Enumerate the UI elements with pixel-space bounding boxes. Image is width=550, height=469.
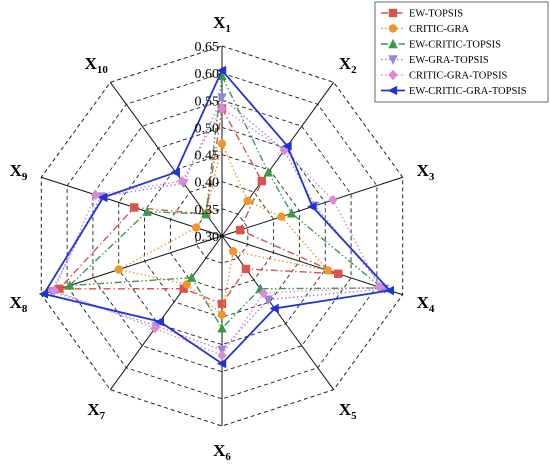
radial-tick-labels: 0.30 0.35 0.40 0.45 0.50 0.55 0.60 0.65 — [195, 40, 220, 245]
data-point — [130, 203, 139, 212]
data-point — [217, 299, 227, 309]
tick-label: 0.60 — [195, 67, 220, 82]
data-point — [55, 284, 64, 294]
axis-spoke — [109, 235, 223, 391]
data-point — [277, 212, 286, 221]
data-point — [201, 208, 211, 219]
data-point — [49, 285, 59, 296]
legend-item: EW-CRITIC-TOPSIS — [381, 38, 501, 51]
data-point — [154, 316, 164, 327]
series-5 — [49, 103, 385, 361]
data-point — [186, 272, 197, 282]
series-line — [53, 107, 381, 357]
legend-label: EW-CRITIC-GRA-TOPSIS — [409, 86, 527, 97]
axis-spoke — [221, 81, 335, 237]
tick-label: 0.50 — [195, 121, 220, 136]
axis-label: X8 — [10, 293, 28, 315]
legend-item: EW-TOPSIS — [381, 9, 463, 20]
data-point — [150, 323, 160, 334]
data-point — [216, 65, 227, 76]
axis-label: X5 — [339, 400, 357, 422]
data-point — [217, 139, 227, 148]
data-point — [170, 167, 180, 178]
axis-labels: X1 X2 X3 X4 X5 X6 X7 X8 X9 X10 — [10, 13, 435, 463]
axis-label: X3 — [417, 161, 435, 183]
data-point — [114, 265, 123, 274]
data-point — [90, 189, 101, 201]
axis-label: X1 — [213, 13, 231, 35]
data-point — [384, 285, 394, 296]
legend-label: EW-TOPSIS — [409, 9, 463, 20]
series-3 — [64, 70, 387, 333]
data-point — [374, 281, 385, 293]
axis-spoke — [221, 235, 403, 296]
legend-item: EW-GRA-TOPSIS — [381, 55, 489, 66]
legend-label: CRITIC-GRA — [409, 24, 470, 35]
data-point — [142, 206, 152, 216]
data-point — [217, 323, 227, 333]
legend-item: EW-CRITIC-GRA-TOPSIS — [381, 85, 527, 97]
legend-item: CRITIC-GRA — [381, 24, 470, 35]
data-point — [241, 264, 251, 274]
legend-marker — [388, 38, 398, 49]
data-point — [217, 310, 227, 319]
data-point — [258, 287, 269, 299]
data-point — [323, 266, 333, 275]
tick-label: 0.45 — [195, 149, 220, 164]
data-point — [257, 176, 267, 186]
legend-marker — [388, 8, 398, 18]
legend-marker — [387, 85, 398, 96]
data-point — [228, 247, 238, 256]
data-point — [217, 103, 227, 114]
data-point — [286, 208, 297, 218]
data-point — [279, 145, 289, 156]
data-point — [177, 175, 187, 187]
tick-label: 0.65 — [195, 40, 220, 55]
data-point — [235, 225, 245, 235]
legend-marker — [388, 24, 398, 33]
tick-label: 0.35 — [195, 203, 220, 218]
data-point — [333, 269, 343, 278]
data-point — [182, 280, 192, 289]
data-point — [216, 358, 227, 369]
data-point — [98, 192, 108, 203]
legend-marker — [388, 55, 398, 65]
axis-label: X9 — [10, 161, 28, 183]
legend-item: CRITIC-GRA-TOPSIS — [381, 69, 508, 82]
legend-label: CRITIC-GRA-TOPSIS — [409, 71, 508, 82]
legend: EW-TOPSIS CRITIC-GRA EW-CRITIC-TOPSIS EW-GR… — [374, 1, 549, 103]
data-point — [263, 167, 273, 177]
axis-label: X7 — [87, 400, 105, 422]
data-point — [328, 194, 338, 206]
tick-label: 0.40 — [195, 176, 220, 191]
data-point — [191, 223, 201, 232]
legend-marker — [388, 69, 398, 81]
data-point — [38, 289, 49, 299]
tick-label: 0.55 — [195, 94, 220, 109]
data-point — [263, 295, 273, 305]
data-point — [64, 280, 75, 290]
data-point — [307, 201, 317, 212]
data-point — [179, 284, 188, 293]
legend-label: EW-CRITIC-TOPSIS — [409, 40, 501, 51]
legend-box — [374, 1, 549, 103]
axis-label: X10 — [85, 54, 109, 76]
data-point — [282, 141, 292, 151]
axis-spoke — [221, 235, 335, 391]
tick-label: 0.30 — [195, 230, 220, 245]
series-6 — [38, 65, 394, 369]
data-point — [217, 350, 227, 361]
axis-label: X6 — [213, 441, 231, 463]
radar-series — [38, 65, 394, 369]
legend-label: EW-GRA-TOPSIS — [409, 55, 489, 66]
data-point — [217, 93, 227, 103]
radar-grid — [40, 45, 404, 427]
data-point — [243, 196, 252, 206]
axis-label: X2 — [339, 54, 357, 76]
axis-label: X4 — [417, 293, 435, 315]
data-point — [269, 303, 279, 314]
